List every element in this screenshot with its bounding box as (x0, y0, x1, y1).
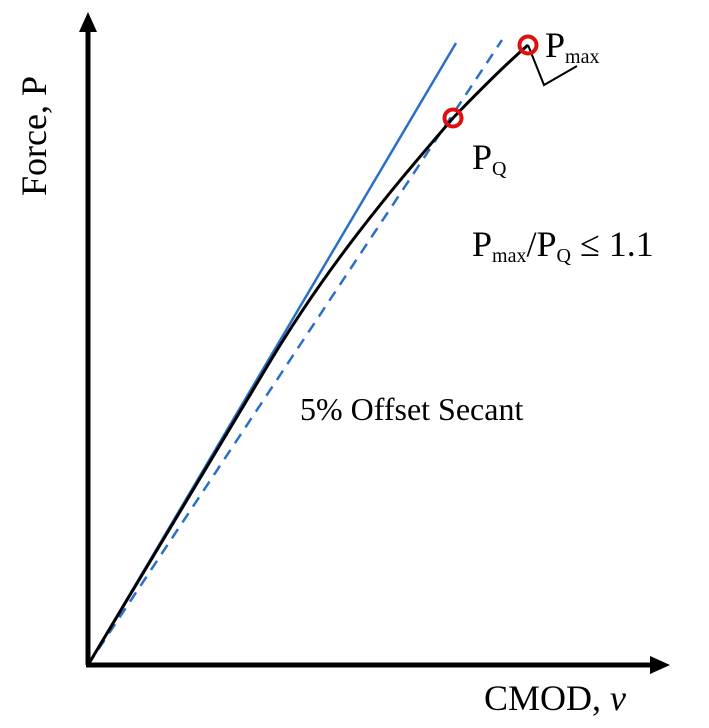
offset-secant-line (86, 39, 504, 666)
pq-label-sub: Q (492, 157, 507, 180)
y-axis-arrowhead (79, 12, 97, 32)
criterion-rest: ≤ 1.1 (570, 224, 654, 264)
pq-marker (442, 107, 464, 129)
criterion-p1: P (472, 224, 493, 264)
x-axis-variable: v (610, 678, 627, 718)
pq-label: PQ (472, 137, 506, 179)
x-axis-label: CMOD, v (484, 680, 626, 716)
pmax-label: Pmax (545, 25, 599, 67)
pmax-marker (517, 34, 539, 56)
pmax-label-sub: max (565, 45, 600, 68)
x-axis-label-text: CMOD, (484, 678, 611, 718)
y-axis-label: Force, P (14, 76, 54, 196)
criterion-p1-sub: max (492, 244, 527, 267)
pq-label-main: P (472, 137, 493, 177)
criterion-p2-sub: Q (556, 244, 571, 267)
criterion-slash: /P (526, 224, 557, 264)
load-cmod-curve (86, 43, 529, 666)
post-peak-segment (527, 44, 578, 87)
secant-label: 5% Offset Secant (300, 391, 524, 427)
pmax-label-main: P (545, 25, 566, 65)
x-axis-arrowhead (650, 656, 670, 674)
validity-criterion: Pmax/PQ ≤ 1.1 (472, 224, 654, 266)
